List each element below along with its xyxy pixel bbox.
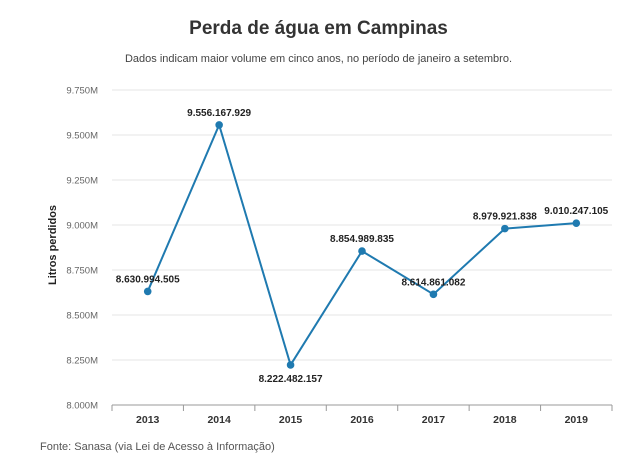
y-tick-label: 8.000M xyxy=(66,401,98,412)
data-point xyxy=(215,121,223,129)
chart-subtitle: Dados indicam maior volume em cinco anos… xyxy=(124,53,513,65)
x-tick-label: 2019 xyxy=(565,414,589,426)
y-tick-label: 8.500M xyxy=(66,311,98,322)
x-tick-label: 2018 xyxy=(493,414,517,426)
data-point xyxy=(286,361,295,369)
y-tick-label: 9.500M xyxy=(66,131,98,142)
data-points xyxy=(143,121,581,369)
x-tick-label: 2016 xyxy=(350,414,374,426)
data-label: 8.614.861.082 xyxy=(401,277,465,288)
y-tick-label: 9.750M xyxy=(66,86,98,97)
y-tick-label: 8.750M xyxy=(66,266,98,277)
data-labels: 8.630.994.505 9.556.167.929 8.222.482.157 8… xyxy=(116,108,609,385)
x-tick-label: 2013 xyxy=(136,414,160,426)
data-label: 8.630.994.505 xyxy=(116,274,180,285)
data-point xyxy=(143,287,152,296)
data-point xyxy=(358,247,366,255)
x-axis: 2013 2014 2015 2016 2017 2018 2019 xyxy=(111,404,613,426)
data-point xyxy=(572,219,581,227)
chart-title: Perda de água em Campinas xyxy=(189,18,448,39)
y-tick-label: 8.250M xyxy=(66,356,98,367)
x-tick-label: 2014 xyxy=(207,414,231,426)
data-label: 9.556.167.929 xyxy=(187,108,251,119)
source-note: Fonte: Sanasa (via Lei de Acesso à Infor… xyxy=(40,441,275,453)
y-axis-label: Litros perdidos xyxy=(47,205,59,285)
data-label: 8.854.989.835 xyxy=(330,234,394,245)
y-tick-label: 9.250M xyxy=(66,176,98,187)
x-tick-label: 2015 xyxy=(279,414,303,426)
data-point xyxy=(429,290,438,299)
data-label: 8.979.921.838 xyxy=(473,212,537,223)
data-label: 9.010.247.105 xyxy=(544,206,608,217)
data-point xyxy=(501,224,509,233)
data-label: 8.222.482.157 xyxy=(259,374,323,385)
x-tick-label: 2017 xyxy=(422,414,446,426)
y-tick-label: 9.000M xyxy=(66,221,98,232)
y-axis-ticks: 8.000M 8.250M 8.500M 8.750M 9.000M 9.250M 9.50… xyxy=(66,86,98,412)
